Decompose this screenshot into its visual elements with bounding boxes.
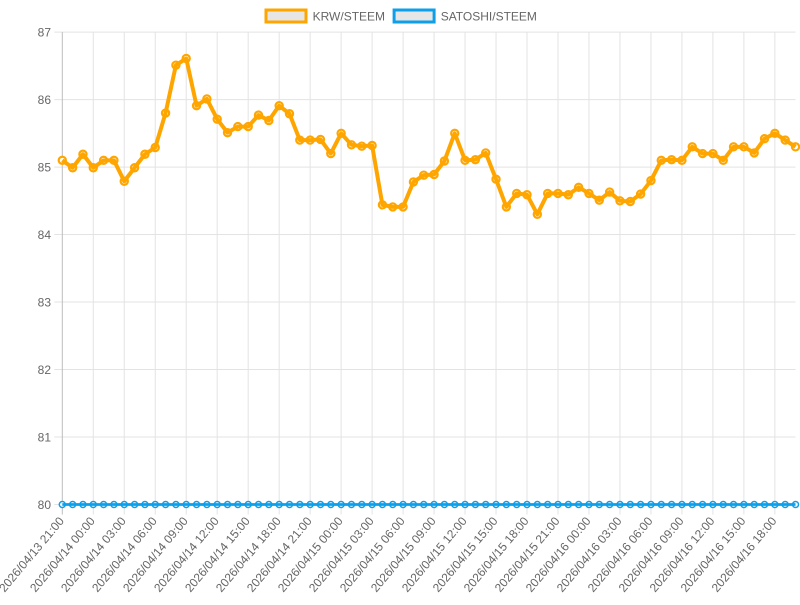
svg-text:81: 81 [38,430,52,444]
svg-text:KRW/STEEM: KRW/STEEM [313,9,385,23]
svg-text:SATOSHI/STEEM: SATOSHI/STEEM [441,9,537,23]
svg-text:84: 84 [38,228,52,242]
svg-text:87: 87 [38,25,52,39]
svg-text:85: 85 [38,160,52,174]
svg-text:86: 86 [38,93,52,107]
svg-text:83: 83 [38,295,52,309]
svg-text:80: 80 [38,498,52,512]
svg-text:82: 82 [38,363,52,377]
